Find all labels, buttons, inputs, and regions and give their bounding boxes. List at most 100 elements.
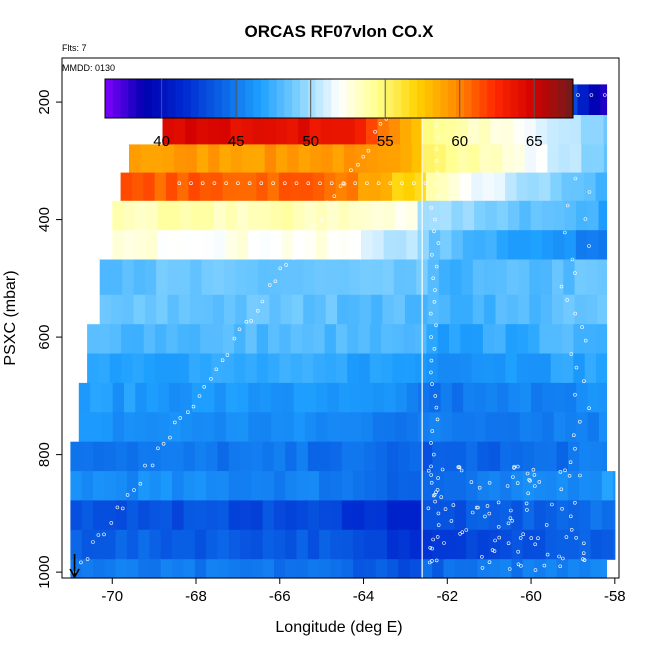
heatmap-cell xyxy=(90,412,102,443)
heatmap-cell xyxy=(524,115,537,145)
heatmap-cell xyxy=(584,353,597,384)
heatmap-cell xyxy=(528,324,540,355)
colorbar-tick-label: 60 xyxy=(451,133,468,150)
heatmap-cell xyxy=(304,200,317,231)
flight-track-point xyxy=(573,271,577,275)
heatmap-cell xyxy=(576,412,589,443)
flight-track-point xyxy=(508,516,513,521)
heatmap-cell xyxy=(157,200,170,231)
heatmap-cell xyxy=(276,144,288,174)
flight-track-point xyxy=(496,500,501,505)
heatmap-cell xyxy=(93,529,105,560)
heatmap-cell xyxy=(427,259,440,296)
flight-track-point xyxy=(102,532,106,537)
flight-track-point xyxy=(459,468,464,473)
heatmap-cell xyxy=(245,172,257,202)
heatmap-cell xyxy=(395,382,408,413)
x-tick-label: -62 xyxy=(436,588,458,605)
flight-track-point xyxy=(458,531,462,536)
heatmap-cell xyxy=(598,200,608,231)
heatmap-cell xyxy=(281,200,294,231)
heatmap-cell xyxy=(587,200,600,231)
heatmap-cell xyxy=(494,324,507,355)
heatmap-cell xyxy=(115,500,128,531)
heatmap-cell xyxy=(443,529,456,560)
heatmap-cell xyxy=(131,172,144,202)
heatmap-cell xyxy=(177,353,190,384)
flight-track-point xyxy=(329,181,334,185)
heatmap-cell xyxy=(573,324,586,355)
heatmap-cell xyxy=(462,230,475,261)
colorbar-segment xyxy=(261,79,270,118)
colorbar-segment xyxy=(393,79,402,118)
flight-track-point xyxy=(178,416,183,420)
flight-track-point xyxy=(388,181,393,185)
heatmap-cell xyxy=(527,172,540,202)
heatmap-cell xyxy=(247,230,260,261)
flight-track-point xyxy=(506,521,511,526)
heatmap-cell xyxy=(598,230,608,261)
heatmap-cell xyxy=(461,294,474,325)
heatmap-cell xyxy=(494,353,507,384)
heatmap-cell xyxy=(234,353,246,384)
flight-track-point xyxy=(138,481,143,486)
heatmap-cell xyxy=(361,382,374,413)
heatmap-cell xyxy=(600,84,608,116)
colorbar-segment xyxy=(214,79,223,118)
heatmap-cell xyxy=(177,172,190,202)
heatmap-cell xyxy=(217,471,230,502)
profile-overlay xyxy=(69,84,423,579)
heatmap-cell xyxy=(104,529,117,560)
heatmap-cell xyxy=(81,529,94,560)
heatmap-cell xyxy=(358,172,370,202)
heatmap-cell xyxy=(273,471,286,502)
heatmap-cell xyxy=(225,230,238,261)
flight-track-point xyxy=(356,162,360,167)
heatmap-cell xyxy=(432,441,445,472)
heatmap-cell xyxy=(271,382,283,413)
flight-track-point xyxy=(436,511,441,516)
flight-track-point xyxy=(79,560,83,565)
flight-track-point xyxy=(429,206,434,210)
heatmap-cell xyxy=(143,353,156,384)
heatmap-cell xyxy=(327,200,339,231)
heatmap-cell xyxy=(112,412,125,443)
heatmap-cell xyxy=(160,500,173,531)
heatmap-cell xyxy=(222,324,235,355)
heatmap-cell xyxy=(437,353,450,384)
heatmap-cell xyxy=(275,115,288,145)
heatmap-cell xyxy=(236,230,249,261)
heatmap-cell xyxy=(237,382,249,413)
flight-track-point xyxy=(267,283,272,287)
arrow-head xyxy=(69,568,80,579)
flight-track-point xyxy=(423,181,428,185)
heatmap-cell xyxy=(338,200,351,231)
heatmap-cell xyxy=(303,294,316,325)
heatmap-cell xyxy=(109,353,122,384)
heatmap-cell xyxy=(165,172,178,202)
flight-track-point xyxy=(361,154,366,159)
heatmap-cell xyxy=(201,294,214,325)
flight-track-point xyxy=(430,559,434,563)
heatmap-cell xyxy=(437,324,450,355)
colorbar-segment xyxy=(378,79,387,118)
heatmap-cell xyxy=(522,529,535,560)
y-tick-label: 400 xyxy=(36,207,53,232)
heatmap-cell xyxy=(256,172,269,202)
heatmap-cell xyxy=(565,412,577,443)
heatmap-cell xyxy=(156,294,169,325)
heatmap-cell xyxy=(414,172,427,202)
heatmap-cell xyxy=(443,559,456,579)
heatmap-cell xyxy=(534,529,546,560)
heatmap-cell xyxy=(409,559,422,579)
heatmap-cell xyxy=(420,471,433,502)
flight-track-point xyxy=(244,319,249,324)
heatmap-cell xyxy=(429,382,442,413)
heatmap-cell xyxy=(319,441,331,472)
flight-track-point xyxy=(435,417,440,422)
heatmap-cell xyxy=(463,412,476,443)
flight-track-point xyxy=(349,168,353,172)
colorbar-segment xyxy=(487,79,496,118)
flight-track-point xyxy=(573,446,577,451)
heatmap-cell xyxy=(219,115,231,145)
